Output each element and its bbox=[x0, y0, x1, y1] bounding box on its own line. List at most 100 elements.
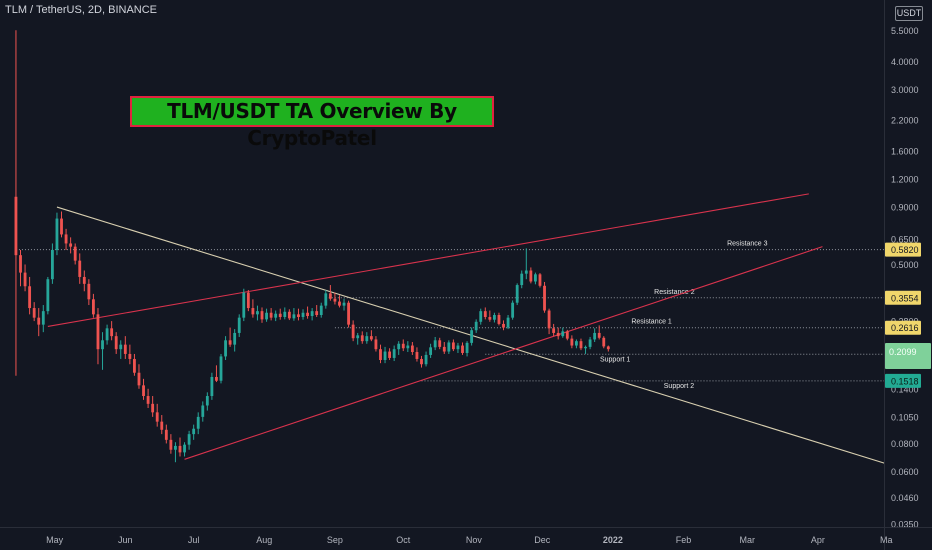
price-tick-label: 0.0350 bbox=[891, 520, 919, 530]
price-tick-label: 0.1050 bbox=[891, 412, 919, 422]
candle-body bbox=[64, 234, 68, 244]
candle-body bbox=[379, 349, 382, 360]
candle-body bbox=[269, 312, 273, 318]
candle-body bbox=[410, 345, 414, 353]
time-axis[interactable]: May Jun Jul Aug Sep Oct Nov Dec 2022 Feb Mar Apr Ma bbox=[0, 527, 932, 546]
candle-body bbox=[356, 335, 360, 339]
candle-body bbox=[101, 340, 104, 350]
candle-body bbox=[584, 346, 587, 349]
candle-body bbox=[169, 439, 173, 450]
candle-body bbox=[602, 337, 606, 347]
price-tick-label: 0.0800 bbox=[891, 439, 919, 449]
level-label: Resistance 1 bbox=[631, 319, 672, 326]
candle-body bbox=[237, 317, 241, 333]
candle-body bbox=[310, 311, 314, 316]
candle-body bbox=[14, 196, 18, 256]
candle-body bbox=[178, 445, 182, 453]
price-tick-label: 0.5000 bbox=[891, 260, 919, 270]
candle-body bbox=[292, 314, 296, 319]
time-tick-label: Dec bbox=[534, 535, 551, 545]
trend-line-channel-upper bbox=[47, 193, 809, 328]
price-tick-label: 3.0000 bbox=[891, 85, 919, 95]
price-tick-label: 0.6500 bbox=[891, 234, 919, 244]
candle-body bbox=[28, 286, 32, 309]
trend-line-channel-lower bbox=[184, 246, 823, 460]
candle-body bbox=[151, 403, 155, 413]
candle-body bbox=[606, 346, 610, 350]
candle-body bbox=[442, 346, 446, 352]
candle-body bbox=[575, 341, 578, 346]
level-price-tag bbox=[885, 242, 921, 257]
candle-body bbox=[142, 385, 145, 397]
price-tick-label: 5.5000 bbox=[891, 26, 919, 36]
candle-body bbox=[128, 353, 132, 359]
candle-body bbox=[415, 352, 419, 359]
time-tick-label: Aug bbox=[256, 535, 272, 545]
candle-body bbox=[579, 341, 583, 349]
candle-body bbox=[146, 396, 150, 404]
candle-body bbox=[383, 351, 387, 360]
candle-body bbox=[465, 342, 469, 353]
price-tick-label: 2.2000 bbox=[891, 115, 919, 125]
candle-body bbox=[447, 342, 451, 352]
candle-body bbox=[256, 311, 259, 315]
price-tick-label: 0.0600 bbox=[891, 467, 919, 477]
candle-body bbox=[342, 302, 346, 306]
time-tick-label: Apr bbox=[811, 535, 825, 545]
candle-body bbox=[351, 324, 355, 339]
candle-body bbox=[196, 416, 200, 429]
level-label: Support 1 bbox=[600, 356, 630, 363]
price-axis-bg bbox=[884, 0, 932, 550]
level-price-tag bbox=[885, 373, 921, 388]
candle-body bbox=[205, 396, 209, 406]
candlesticks bbox=[14, 30, 610, 463]
candle-body bbox=[328, 293, 332, 299]
candle-body bbox=[533, 274, 537, 282]
candle-body bbox=[201, 405, 205, 417]
candle-body bbox=[123, 344, 127, 354]
symbol-title: TLM / TetherUS, 2D, BINANCE bbox=[5, 4, 158, 16]
candle-body bbox=[369, 336, 373, 340]
currency-badge[interactable]: USDT bbox=[895, 6, 923, 21]
candle-body bbox=[233, 332, 237, 345]
candle-body bbox=[492, 315, 496, 320]
candle-body bbox=[319, 305, 323, 316]
candle-body bbox=[543, 285, 546, 311]
candle-body bbox=[515, 285, 519, 303]
candle-body bbox=[593, 332, 597, 340]
candle-body bbox=[397, 343, 401, 350]
candle-body bbox=[529, 270, 533, 282]
candle-body bbox=[315, 311, 319, 316]
candle-body bbox=[73, 246, 77, 261]
candle-body bbox=[420, 358, 423, 365]
candle-body bbox=[96, 314, 100, 350]
candle-body bbox=[287, 311, 291, 319]
level-price-tag bbox=[885, 290, 921, 305]
candle-body bbox=[301, 312, 305, 317]
candle-body bbox=[565, 331, 569, 339]
price-tick-label: 0.9000 bbox=[891, 203, 919, 213]
time-tick-label: Mar bbox=[740, 535, 756, 545]
time-tick-label: 2022 bbox=[603, 535, 623, 545]
candle-body bbox=[251, 308, 255, 315]
time-tick-label: Nov bbox=[466, 535, 483, 545]
candle-body bbox=[78, 260, 82, 277]
price-axis[interactable]: 0.03500.04600.06000.08000.10500.14000.21… bbox=[884, 0, 932, 550]
candle-body bbox=[424, 354, 428, 365]
candle-body bbox=[160, 421, 164, 430]
candle-body bbox=[333, 298, 337, 302]
time-tick-label: Jul bbox=[188, 535, 200, 545]
candle-body bbox=[483, 311, 487, 317]
level-label: Resistance 3 bbox=[727, 241, 768, 248]
candle-body bbox=[374, 339, 378, 350]
candle-body bbox=[174, 445, 177, 450]
candle-body bbox=[37, 317, 41, 325]
candle-body bbox=[82, 276, 86, 284]
candle-body bbox=[588, 339, 592, 347]
time-tick-label: Ma bbox=[880, 535, 893, 545]
candle-body bbox=[561, 331, 565, 337]
candle-body bbox=[306, 312, 309, 316]
candle-body bbox=[110, 328, 114, 337]
candle-body bbox=[55, 218, 59, 250]
